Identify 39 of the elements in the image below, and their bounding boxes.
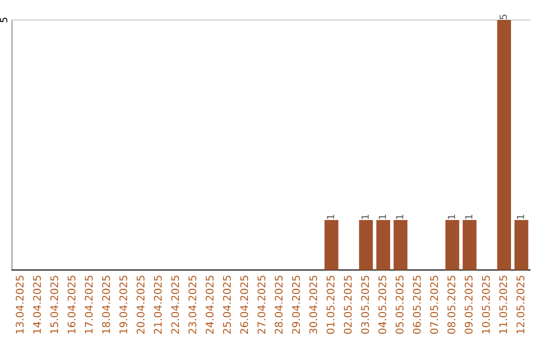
x-tick-label: 25.04.2025	[222, 276, 231, 334]
x-tick-label: 11.05.2025	[499, 276, 508, 334]
data-label: 5	[500, 14, 507, 20]
x-tick-label: 27.04.2025	[258, 276, 266, 334]
x-tick-label: 03.05.2025	[361, 276, 369, 334]
data-label: 1	[378, 214, 386, 219]
x-tick-label: 16.04.2025	[68, 276, 76, 334]
x-tick-label: 09.05.2025	[464, 276, 473, 334]
data-label: 1	[396, 214, 404, 219]
x-tick-label: 24.04.2025	[206, 276, 214, 334]
x-tick-label: 20.04.2025	[136, 276, 145, 334]
x-tick-label: 13.04.2025	[16, 276, 24, 334]
x-tick-label: 01.05.2025	[326, 276, 334, 334]
x-tick-label: 10.05.2025	[482, 276, 490, 334]
x-tick-label: 05.05.2025	[396, 276, 404, 334]
x-tick-label: 07.05.2025	[430, 276, 438, 334]
x-tick-label: 12.05.2025	[516, 276, 524, 334]
x-tick-label: 22.04.2025	[171, 276, 180, 334]
data-label: 1	[448, 214, 455, 219]
data-label: 1	[362, 214, 369, 219]
data-label: 1	[465, 214, 472, 219]
data-label: 1	[516, 214, 524, 219]
x-tick-label: 30.04.2025	[309, 276, 318, 334]
x-tick-label: 14.04.2025	[33, 276, 41, 334]
x-tick-label: 02.05.2025	[344, 276, 352, 334]
x-tick-label: 21.04.2025	[154, 276, 162, 334]
data-label: 1	[327, 214, 334, 219]
x-tick-label: 08.05.2025	[447, 276, 456, 334]
x-tick-label: 06.05.2025	[412, 276, 421, 334]
x-tick-label: 17.04.2025	[84, 276, 93, 334]
x-tick-label: 28.04.2025	[274, 276, 283, 334]
x-tick-label: 23.04.2025	[188, 276, 196, 334]
x-tick-label: 18.04.2025	[102, 276, 110, 334]
x-tick-label: 15.04.2025	[50, 276, 58, 334]
text: 5	[0, 18, 8, 22]
x-tick-label: 29.04.2025	[292, 276, 300, 334]
x-tick-label: 26.04.2025	[240, 276, 248, 334]
x-tick-label: 19.04.2025	[119, 276, 128, 334]
x-tick-label: 04.05.2025	[378, 276, 386, 334]
